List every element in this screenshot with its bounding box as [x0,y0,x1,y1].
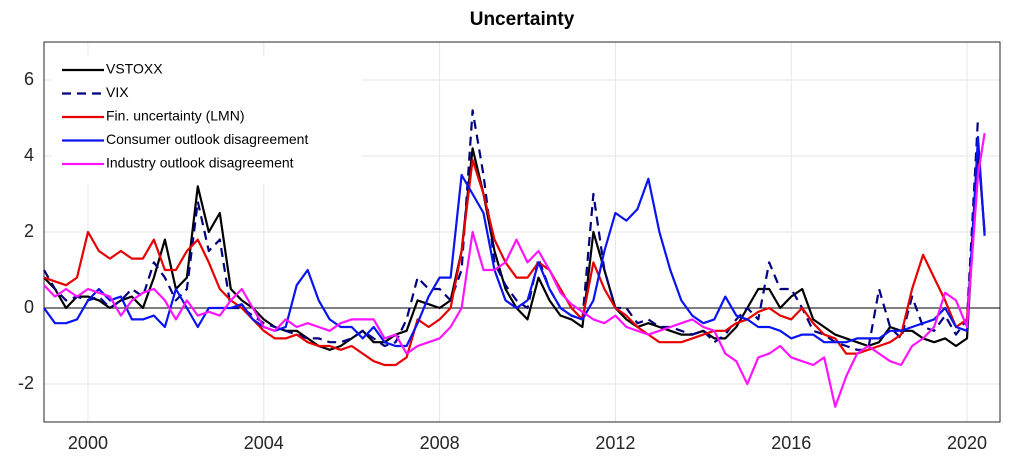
legend-label: Industry outlook disagreement [106,155,294,171]
x-tick-label: 2000 [68,433,108,453]
legend-label: Fin. uncertainty (LMN) [106,108,244,124]
x-tick-label: 2008 [420,433,460,453]
y-tick-label: 2 [24,221,34,241]
x-tick-label: 2016 [771,433,811,453]
y-tick-label: 6 [24,69,34,89]
x-tick-label: 2012 [595,433,635,453]
series-line [43,158,980,367]
legend-label: Consumer outlook disagreement [106,131,308,147]
y-tick-label: -2 [18,373,34,393]
x-tick-label: 2004 [244,433,284,453]
y-tick-label: 4 [24,145,34,165]
x-tick-label: 2020 [947,433,987,453]
legend-label: VIX [106,84,129,100]
legend-box [52,56,362,184]
chart-title: Uncertainty [470,9,575,30]
series-line [43,133,986,408]
series-line [43,135,986,348]
plot-frame [43,41,1001,423]
y-tick-label: 0 [24,297,34,317]
legend-label: VSTOXX [106,61,163,77]
